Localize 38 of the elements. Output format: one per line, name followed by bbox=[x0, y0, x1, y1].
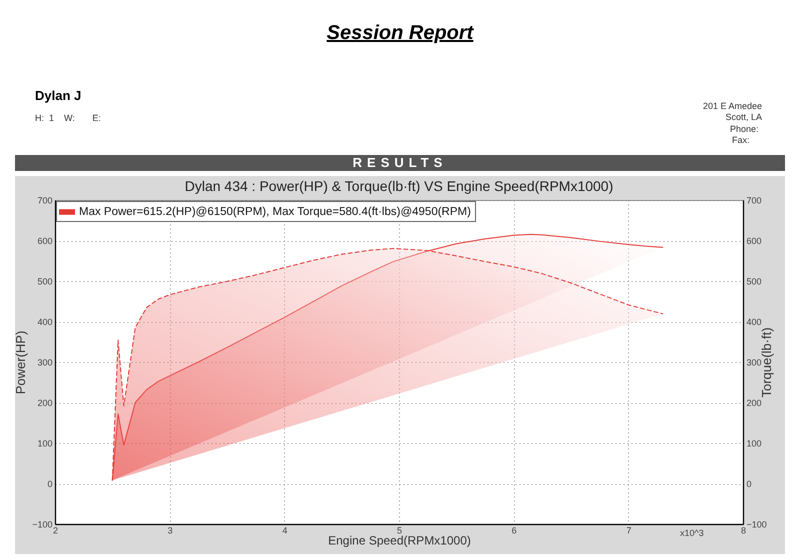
x-tick-label: 4 bbox=[282, 526, 288, 536]
x-axis-title: Engine Speed(RPMx1000) bbox=[328, 534, 471, 548]
x-tick-label: 8 bbox=[740, 526, 746, 536]
x-tick-label: 7 bbox=[626, 526, 632, 536]
x-tick-label: 3 bbox=[168, 526, 173, 536]
legend-label: Max Power=615.2(HP)@6150(RPM), Max Torque=580.4(ft·lbs)@4950(RPM) bbox=[79, 206, 472, 218]
y-tick-label: 200 bbox=[37, 398, 52, 408]
y-tick-label: 0 bbox=[47, 479, 52, 489]
y-tick-label: 400 bbox=[37, 317, 52, 327]
y2-tick-label: 0 bbox=[746, 479, 752, 489]
y2-tick-label: −100 bbox=[746, 520, 767, 530]
x-tick-label: 2 bbox=[52, 526, 58, 536]
y-tick-label: 100 bbox=[37, 438, 52, 448]
text: Phone: bbox=[730, 124, 759, 134]
text: Session Report bbox=[326, 22, 475, 45]
y2-tick-label: 600 bbox=[746, 236, 762, 246]
y2-tick-label: 400 bbox=[746, 317, 762, 327]
text: Dylan J bbox=[35, 88, 82, 104]
text: H: 1 W: E: bbox=[35, 113, 101, 124]
heading-banner: RESULTS bbox=[15, 155, 785, 171]
y2-tick-label: 700 bbox=[746, 196, 762, 206]
text: 201 E Amedee bbox=[702, 101, 762, 112]
y2-tick-label: 200 bbox=[746, 398, 762, 408]
text: Scott, LA bbox=[725, 112, 762, 122]
y-axis-title: Power(HP) bbox=[13, 330, 28, 394]
text: Fax: bbox=[732, 135, 750, 146]
y2-tick-label: 100 bbox=[746, 438, 762, 448]
y-tick-label: 300 bbox=[37, 358, 52, 368]
y-tick-label: −100 bbox=[32, 520, 52, 530]
y-tick-label: 700 bbox=[37, 196, 52, 206]
x-tick-label: 6 bbox=[512, 526, 517, 536]
y-tick-label: 500 bbox=[37, 276, 52, 286]
chart-title: Dylan 434 : Power(HP) & Torque(lb·ft) VS Engine Speed(RPMx1000) bbox=[184, 178, 614, 194]
x-tick-label: 5 bbox=[396, 526, 402, 536]
text: x10^3 bbox=[680, 528, 704, 538]
y2-tick-label: 300 bbox=[746, 358, 762, 368]
y-tick-label: 600 bbox=[37, 236, 52, 246]
y2-tick-label: 500 bbox=[746, 276, 762, 286]
